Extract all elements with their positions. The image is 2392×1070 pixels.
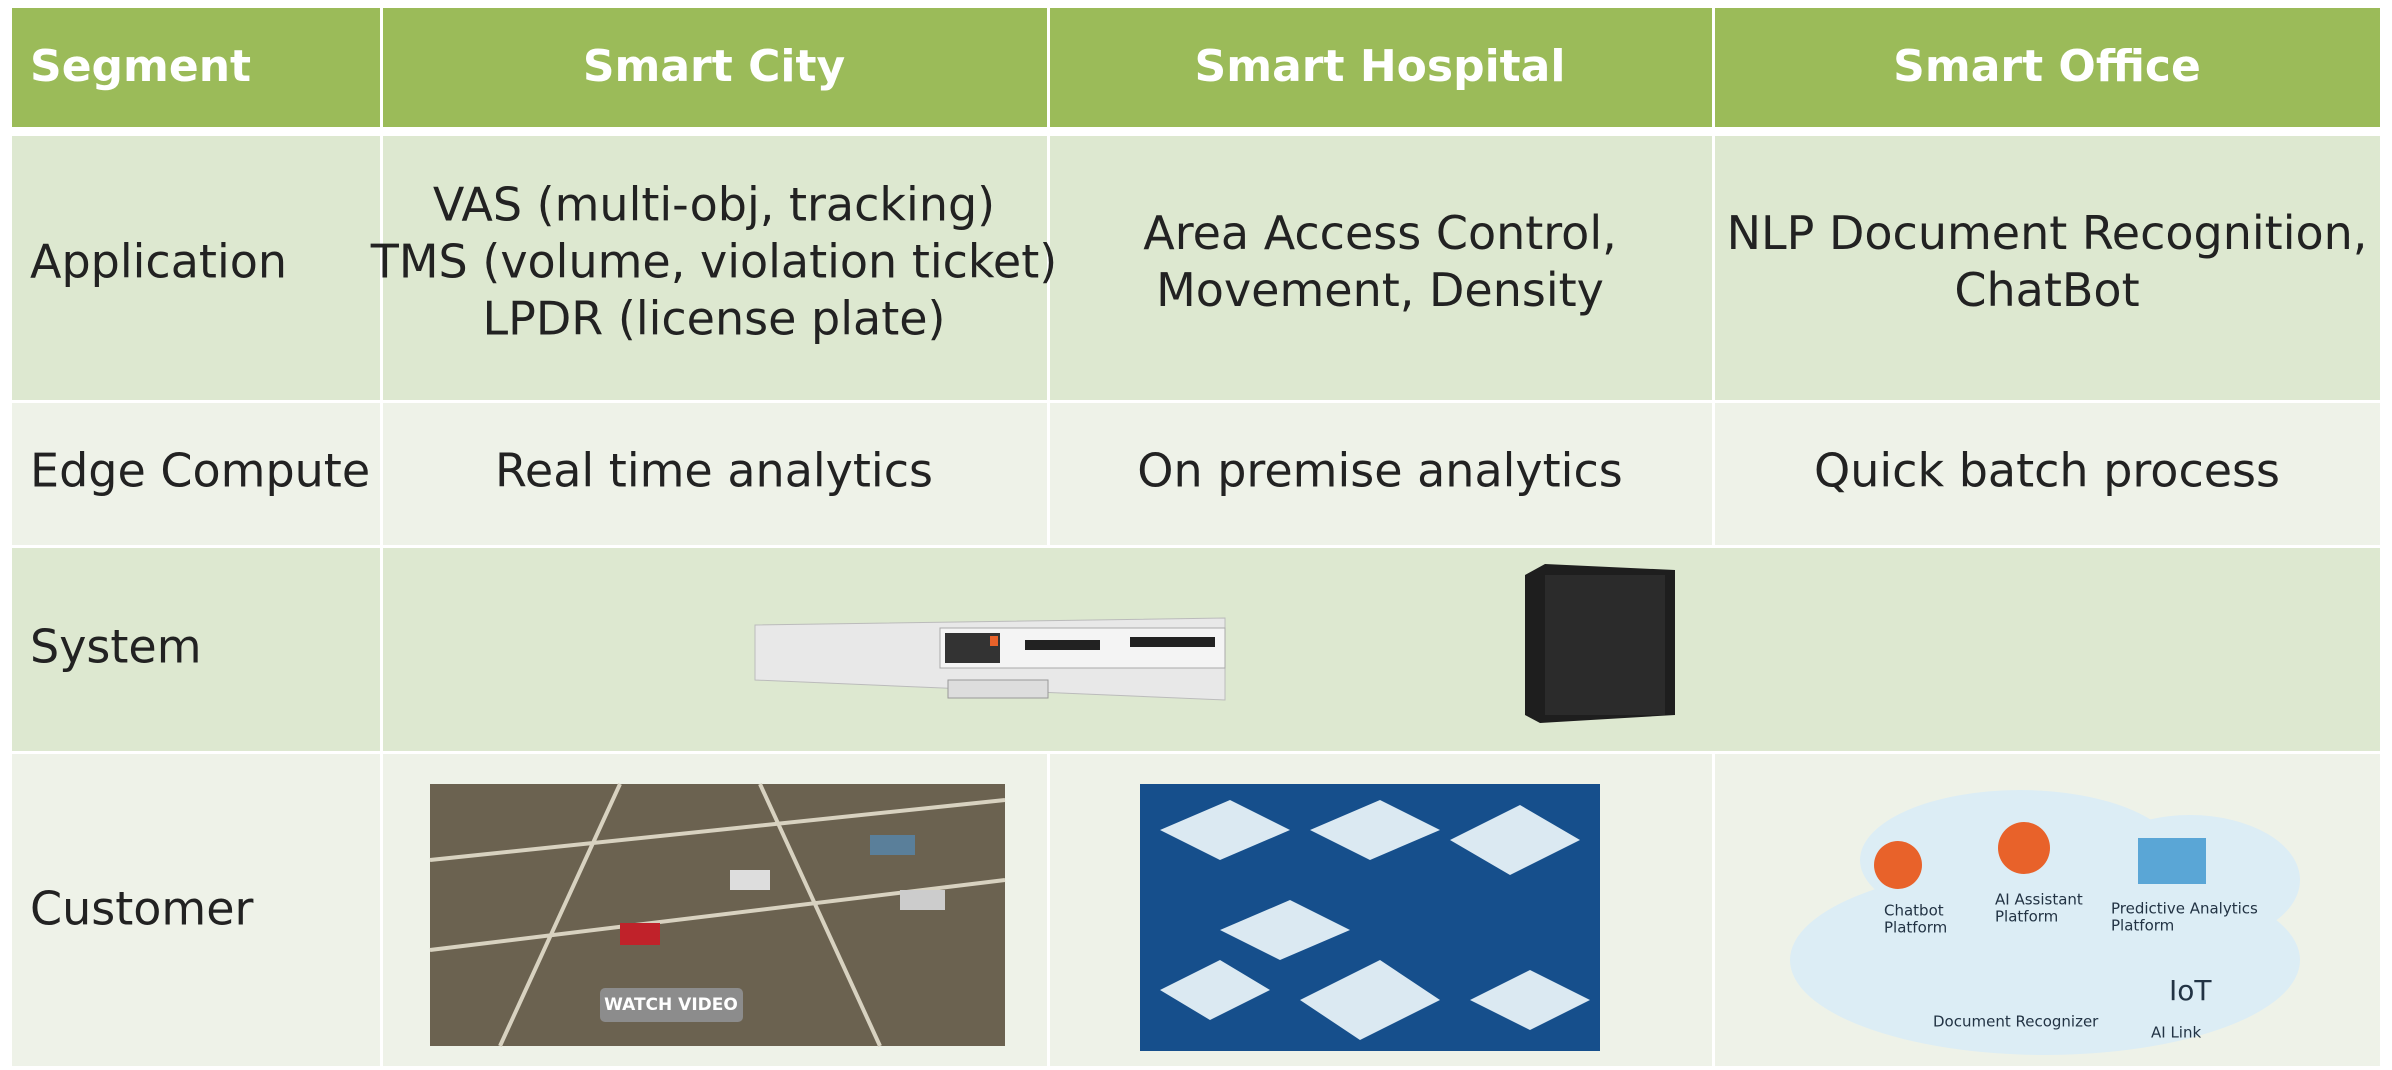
- header-cell: Smart Office: [1893, 41, 2201, 92]
- office-label: Predictive Analytics: [2111, 900, 2258, 918]
- cell-text: Area Access Control,: [1143, 206, 1616, 260]
- office-label: Document Recognizer: [1933, 1013, 2099, 1031]
- office-label: Chatbot: [1884, 902, 1944, 920]
- row-label: Application: [30, 235, 287, 289]
- cell-text: LPDR (license plate): [483, 292, 946, 346]
- row-label: System: [30, 620, 202, 674]
- row-label: Customer: [30, 882, 254, 936]
- office-label: Platform: [1995, 908, 2058, 926]
- cell-text: Quick batch process: [1814, 444, 2280, 498]
- office-cloud: [1790, 790, 2300, 1055]
- hospital-illustration: [1140, 784, 1600, 1051]
- office-label: Platform: [1884, 919, 1947, 937]
- row-label: Edge Compute: [30, 444, 370, 498]
- header-cell: Segment: [30, 41, 251, 92]
- cell-text: Real time analytics: [495, 444, 933, 498]
- cell-text: Movement, Density: [1156, 263, 1604, 317]
- office-label: AI Link: [2151, 1024, 2201, 1042]
- watch-video-button: WATCH VIDEO: [604, 995, 738, 1015]
- cell-text: NLP Document Recognition,: [1727, 206, 2368, 260]
- tower-server: [1525, 564, 1675, 723]
- office-label: AI Assistant: [1995, 891, 2083, 909]
- cell-text: TMS (volume, violation ticket): [370, 235, 1057, 289]
- cell-text: ChatBot: [1954, 263, 2139, 317]
- city-photo: [429, 783, 1006, 1047]
- cell-text: On premise analytics: [1137, 444, 1622, 498]
- header-cell: Smart City: [583, 41, 845, 92]
- office-label: IoT: [2169, 974, 2212, 1007]
- rack-server: [754, 617, 1226, 701]
- header-cell: Smart Hospital: [1195, 41, 1566, 92]
- office-label: Platform: [2111, 917, 2174, 935]
- cell-text: VAS (multi-obj, tracking): [433, 178, 995, 232]
